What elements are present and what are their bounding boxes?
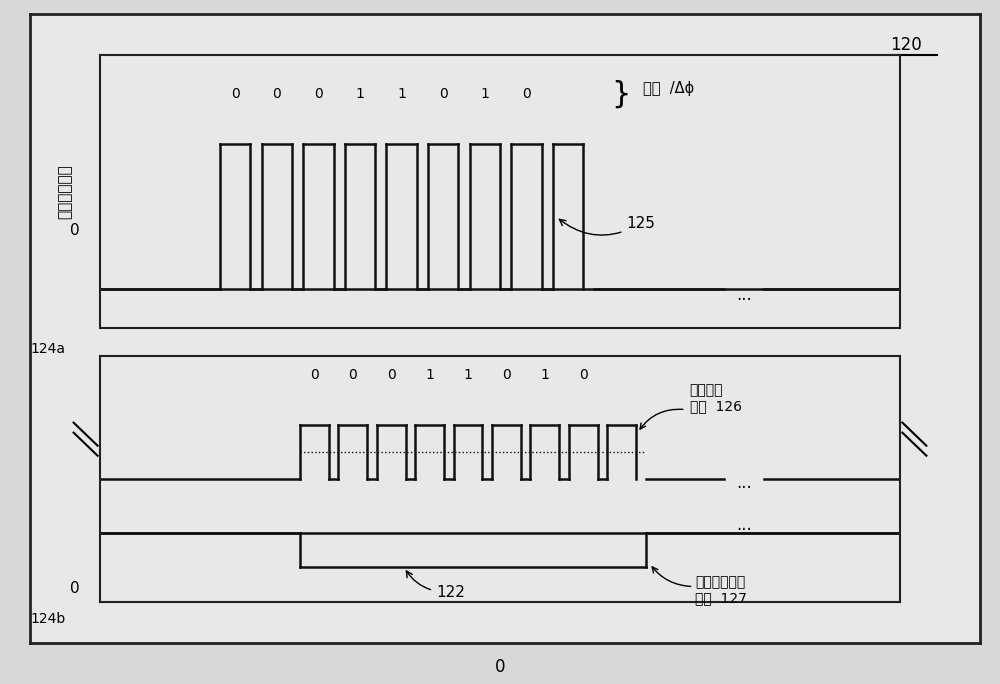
Text: 1: 1 [540, 368, 549, 382]
Text: 相位  /Δϕ: 相位 /Δϕ [643, 81, 694, 96]
Text: 0: 0 [310, 368, 319, 382]
Text: 频率仓的幅度: 频率仓的幅度 [58, 164, 72, 219]
Text: 0: 0 [314, 87, 323, 101]
Text: 1: 1 [464, 368, 472, 382]
Text: 1: 1 [397, 87, 406, 101]
Text: 0: 0 [231, 87, 240, 101]
Text: 1: 1 [356, 87, 364, 101]
Text: 124a: 124a [30, 342, 65, 356]
Text: 0: 0 [522, 87, 531, 101]
Text: }: } [611, 79, 631, 108]
Text: 0: 0 [495, 658, 505, 676]
Text: 1: 1 [425, 368, 434, 382]
Text: 0: 0 [439, 87, 448, 101]
Text: 0: 0 [502, 368, 511, 382]
Text: 0: 0 [70, 223, 80, 238]
Text: ...: ... [736, 286, 752, 304]
Text: 120: 120 [890, 36, 922, 54]
Text: ...: ... [736, 473, 752, 492]
Text: 125: 125 [559, 216, 655, 235]
Text: 多普勒频移的
回波  127: 多普勒频移的 回波 127 [695, 575, 747, 605]
Text: 0: 0 [272, 87, 281, 101]
Text: 0: 0 [387, 368, 396, 382]
Text: 0: 0 [579, 368, 588, 382]
Text: 1: 1 [480, 87, 489, 101]
Text: 124b: 124b [30, 612, 65, 626]
Text: ...: ... [736, 516, 752, 534]
Text: 0: 0 [70, 581, 80, 596]
Text: 122: 122 [406, 571, 465, 600]
Text: 无频移的
回波  126: 无频移的 回波 126 [690, 383, 742, 413]
Text: 0: 0 [348, 368, 357, 382]
